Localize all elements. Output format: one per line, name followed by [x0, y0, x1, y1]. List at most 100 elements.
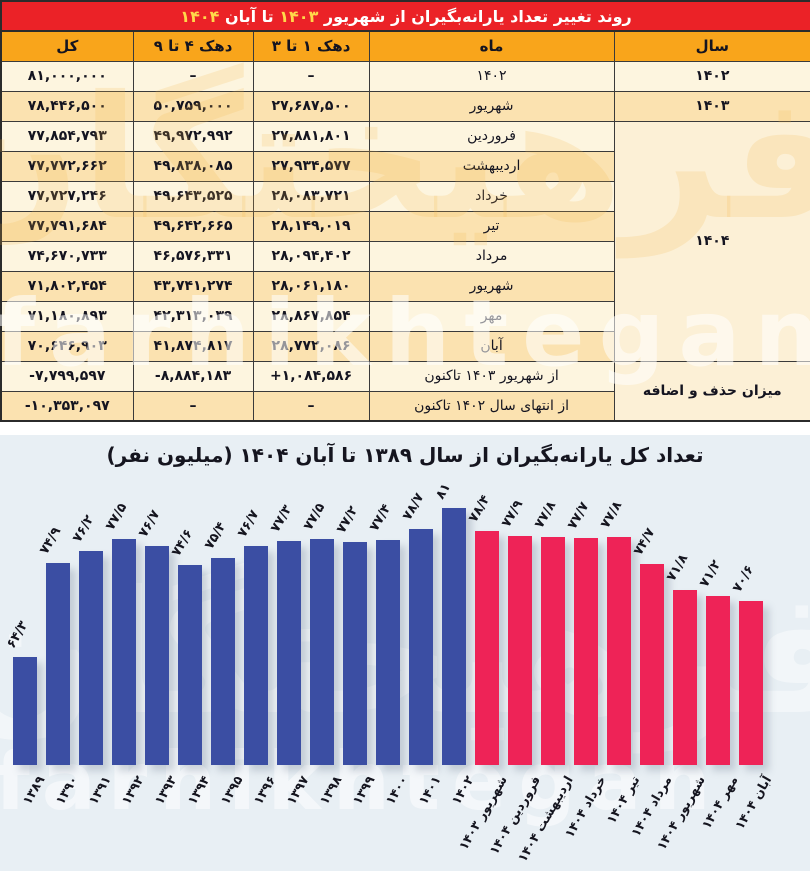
d13-cell: ۲۷,۶۸۷,۵۰۰	[252, 90, 370, 122]
month-cell: مهر	[368, 300, 615, 332]
table-title-text-1: روند تغییر تعداد یارانه‌بگیران از شهریور	[323, 6, 632, 26]
total-cell: ۸۱,۰۰۰,۰۰۰	[0, 60, 134, 92]
bar-6	[211, 558, 235, 765]
d13-cell: ۲۸,۰۸۳,۷۲۱	[252, 180, 370, 212]
bar-value-label: ۷۸/۴	[466, 492, 494, 525]
bar-value-label: ۷۶/۷	[136, 507, 164, 540]
bar-value-label: ۷۷/۳	[268, 502, 296, 535]
d13-cell: +۱,۰۸۴,۵۸۶	[252, 360, 370, 392]
d13-cell: –	[252, 390, 370, 422]
bar-value-label: ۷۱/۸	[664, 551, 692, 584]
bar-value-label: ۷۴/۷	[631, 525, 659, 558]
d13-cell: ۲۸,۰۹۴,۴۰۲	[252, 240, 370, 272]
d13-cell: ۲۷,۸۸۱,۸۰۱	[252, 120, 370, 152]
bar-value-label: ۷۷/۸	[532, 498, 560, 531]
total-cell: ۷۰,۶۴۶,۹۰۳	[0, 330, 134, 362]
month-cell: ۱۴۰۲	[368, 60, 615, 92]
bar-12	[409, 529, 433, 765]
d49-cell: -۸,۸۸۴,۱۸۳	[132, 360, 254, 392]
table-title-year-1: ۱۴۰۳	[279, 6, 319, 26]
total-cell: ۷۱,۱۸۰,۸۹۳	[0, 300, 134, 332]
bar-value-label: ۷۰/۶	[730, 562, 758, 595]
total-cell: ۷۴,۶۷۰,۷۳۳	[0, 240, 134, 272]
d13-cell: ۲۷,۹۳۴,۵۷۷	[252, 150, 370, 182]
year-cell: ۱۴۰۲	[613, 60, 810, 92]
x-axis-label: ۱۳۹۹	[349, 773, 378, 807]
x-axis-label: ۱۳۹۷	[283, 773, 312, 807]
x-axis-label: ۱۳۹۲	[118, 773, 147, 807]
column-header-4: کل	[0, 30, 134, 62]
bar-value-label: ۷۶/۲	[70, 512, 98, 545]
table-row: اردیبهشت ۲۷,۹۳۴,۵۷۷ ۴۹,۸۳۸,۰۸۵ ۷۷,۷۷۲,۶۶۲	[0, 150, 810, 182]
d13-cell: –	[252, 60, 370, 92]
bar-value-label: ۷۷/۸	[598, 498, 626, 531]
x-axis-label: ۱۳۹۳	[151, 773, 180, 807]
bar-18	[607, 537, 631, 765]
total-cell: -۱۰,۳۵۳,۰۹۷	[0, 390, 134, 422]
d49-cell: ۴۹,۶۴۲,۶۶۵	[132, 210, 254, 242]
month-cell: تیر	[368, 210, 615, 242]
x-axis-label: ۱۳۹۵	[217, 773, 246, 807]
bar-19	[640, 564, 664, 765]
d49-cell: ۴۲,۳۱۳,۰۳۹	[132, 300, 254, 332]
d49-cell: ۴۹,۸۳۸,۰۸۵	[132, 150, 254, 182]
d13-cell: ۲۸,۱۴۹,۰۱۹	[252, 210, 370, 242]
month-cell: مرداد	[368, 240, 615, 272]
total-cell: ۷۸,۴۴۶,۵۰۰	[0, 90, 134, 122]
table-row: خرداد ۲۸,۰۸۳,۷۲۱ ۴۹,۶۴۳,۵۲۵ ۷۷,۷۲۷,۲۴۶	[0, 180, 810, 212]
x-axis-label: ۱۴۰۰	[382, 773, 411, 807]
bar-value-label: ۷۷/۷	[565, 499, 593, 532]
bar-17	[574, 538, 598, 765]
month-cell: خرداد	[368, 180, 615, 212]
d49-cell: ۴۹,۹۷۲,۹۹۲	[132, 120, 254, 152]
table-row: مرداد ۲۸,۰۹۴,۴۰۲ ۴۶,۵۷۶,۳۳۱ ۷۴,۶۷۰,۷۳۳	[0, 240, 810, 272]
bar-15	[508, 536, 532, 765]
bar-0	[13, 657, 37, 765]
bar-22	[739, 601, 763, 765]
table-row: ۱۴۰۴ فروردین ۲۷,۸۸۱,۸۰۱ ۴۹,۹۷۲,۹۹۲ ۷۷,۸۵۴,۷۹…	[0, 120, 810, 362]
x-axis-label: ۱۳۹۱	[85, 773, 114, 807]
table-row: مهر ۲۸,۸۶۷,۸۵۴ ۴۲,۳۱۳,۰۳۹ ۷۱,۱۸۰,۸۹۳	[0, 300, 810, 332]
d13-cell: ۲۸,۷۷۲,۰۸۶	[252, 330, 370, 362]
month-cell: شهریور	[368, 270, 615, 302]
bar-1	[46, 563, 70, 765]
bar-value-label: ۶۴/۳	[4, 618, 32, 651]
table-row: از انتهای سال ۱۴۰۲ تاکنون – – -۱۰,۳۵۳,۰۹۷	[0, 390, 810, 422]
d49-cell: –	[132, 60, 254, 92]
x-axis-label: ۱۳۹۰	[52, 773, 81, 807]
total-cell: ۷۷,۷۷۲,۶۶۲	[0, 150, 134, 182]
bar-16	[541, 537, 565, 765]
x-axis-label: ۱۳۹۸	[316, 773, 345, 807]
month-cell: فروردین	[368, 120, 615, 152]
d49-cell: ۴۹,۶۴۳,۵۲۵	[132, 180, 254, 212]
subsidy-table: روند تغییر تعداد یارانه‌بگیران از شهریور…	[0, 0, 810, 422]
total-cell: ۷۷,۸۵۴,۷۹۳	[0, 120, 134, 152]
bar-20	[673, 590, 697, 765]
d13-cell: ۲۸,۰۶۱,۱۸۰	[252, 270, 370, 302]
bar-value-label: ۷۷/۹	[499, 497, 527, 530]
month-cell: از شهریور ۱۴۰۳ تاکنون	[368, 360, 615, 392]
column-header-1: ماه	[368, 30, 615, 62]
column-header-3: دهک ۴ تا ۹	[132, 30, 254, 62]
bar-3	[112, 539, 136, 765]
bar-value-label: ۷۶/۷	[235, 507, 263, 540]
total-cell: -۷,۷۹۹,۵۹۷	[0, 360, 134, 392]
bar-9	[310, 539, 334, 765]
x-axis-label: ۱۳۹۴	[184, 773, 213, 807]
d49-cell: ۴۳,۷۴۱,۲۷۴	[132, 270, 254, 302]
table-row: ۱۴۰۳ شهریور ۲۷,۶۸۷,۵۰۰ ۵۰,۷۵۹,۰۰۰ ۷۸,۴۴۶,۵۰۰	[0, 90, 810, 122]
bar-value-label: ۷۷/۵	[103, 500, 131, 533]
table-header-row: سال ماه دهک ۱ تا ۳ دهک ۴ تا ۹ کل	[0, 30, 810, 62]
x-axis-label: ۱۳۹۶	[250, 773, 279, 807]
bar-8	[277, 541, 301, 765]
table-row: تیر ۲۸,۱۴۹,۰۱۹ ۴۹,۶۴۲,۶۶۵ ۷۷,۷۹۱,۶۸۴	[0, 210, 810, 242]
table-title-text-2: تا آبان	[224, 6, 274, 26]
bar-5	[178, 565, 202, 765]
chart-title: تعداد کل یارانه‌بگیران از سال ۱۳۸۹ تا آب…	[106, 443, 704, 467]
d49-cell: ۴۱,۸۷۴,۸۱۷	[132, 330, 254, 362]
column-header-2: دهک ۱ تا ۳	[252, 30, 370, 62]
year-cell: ۱۴۰۴	[613, 120, 810, 362]
d49-cell: –	[132, 390, 254, 422]
d49-cell: ۴۶,۵۷۶,۳۳۱	[132, 240, 254, 272]
